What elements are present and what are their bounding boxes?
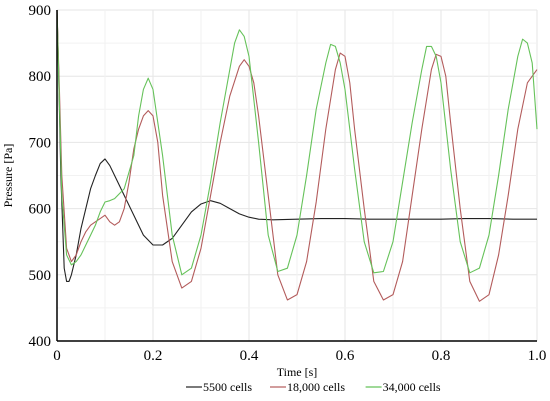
y-axis-label: Pressure [Pa] [1,144,15,208]
y-tick-label: 400 [29,334,52,350]
series-lines [56,9,538,302]
x-tick-label: 0.4 [240,348,259,364]
grid-lines [56,9,538,342]
y-tick-label: 900 [29,3,52,19]
x-tick-label: 0.2 [144,348,163,364]
y-tick-label: 500 [29,268,52,284]
legend-label-34-000-cells: 34,000 cells [383,380,441,394]
series-line-18-000-cells [56,9,538,302]
x-tick-label: 0.8 [432,348,451,364]
legend: 5500 cells 18,000 cells 34,000 cells [186,380,441,394]
x-axis-label: Time [s] [277,365,318,379]
axes [56,10,537,342]
series-line-34-000-cells [56,9,538,276]
tick-labels: 0 0.2 0.4 0.6 0.8 1.0 400 500 600 700 800 900 [29,3,547,364]
x-tick-label: 0 [53,348,61,364]
legend-label-5500-cells: 5500 cells [203,380,252,394]
x-tick-label: 0.6 [336,348,355,364]
y-tick-label: 600 [29,202,52,218]
x-tick-label: 1.0 [528,348,547,364]
y-tick-label: 800 [29,69,52,85]
y-tick-label: 700 [29,135,52,151]
legend-label-18-000-cells: 18,000 cells [287,380,345,394]
